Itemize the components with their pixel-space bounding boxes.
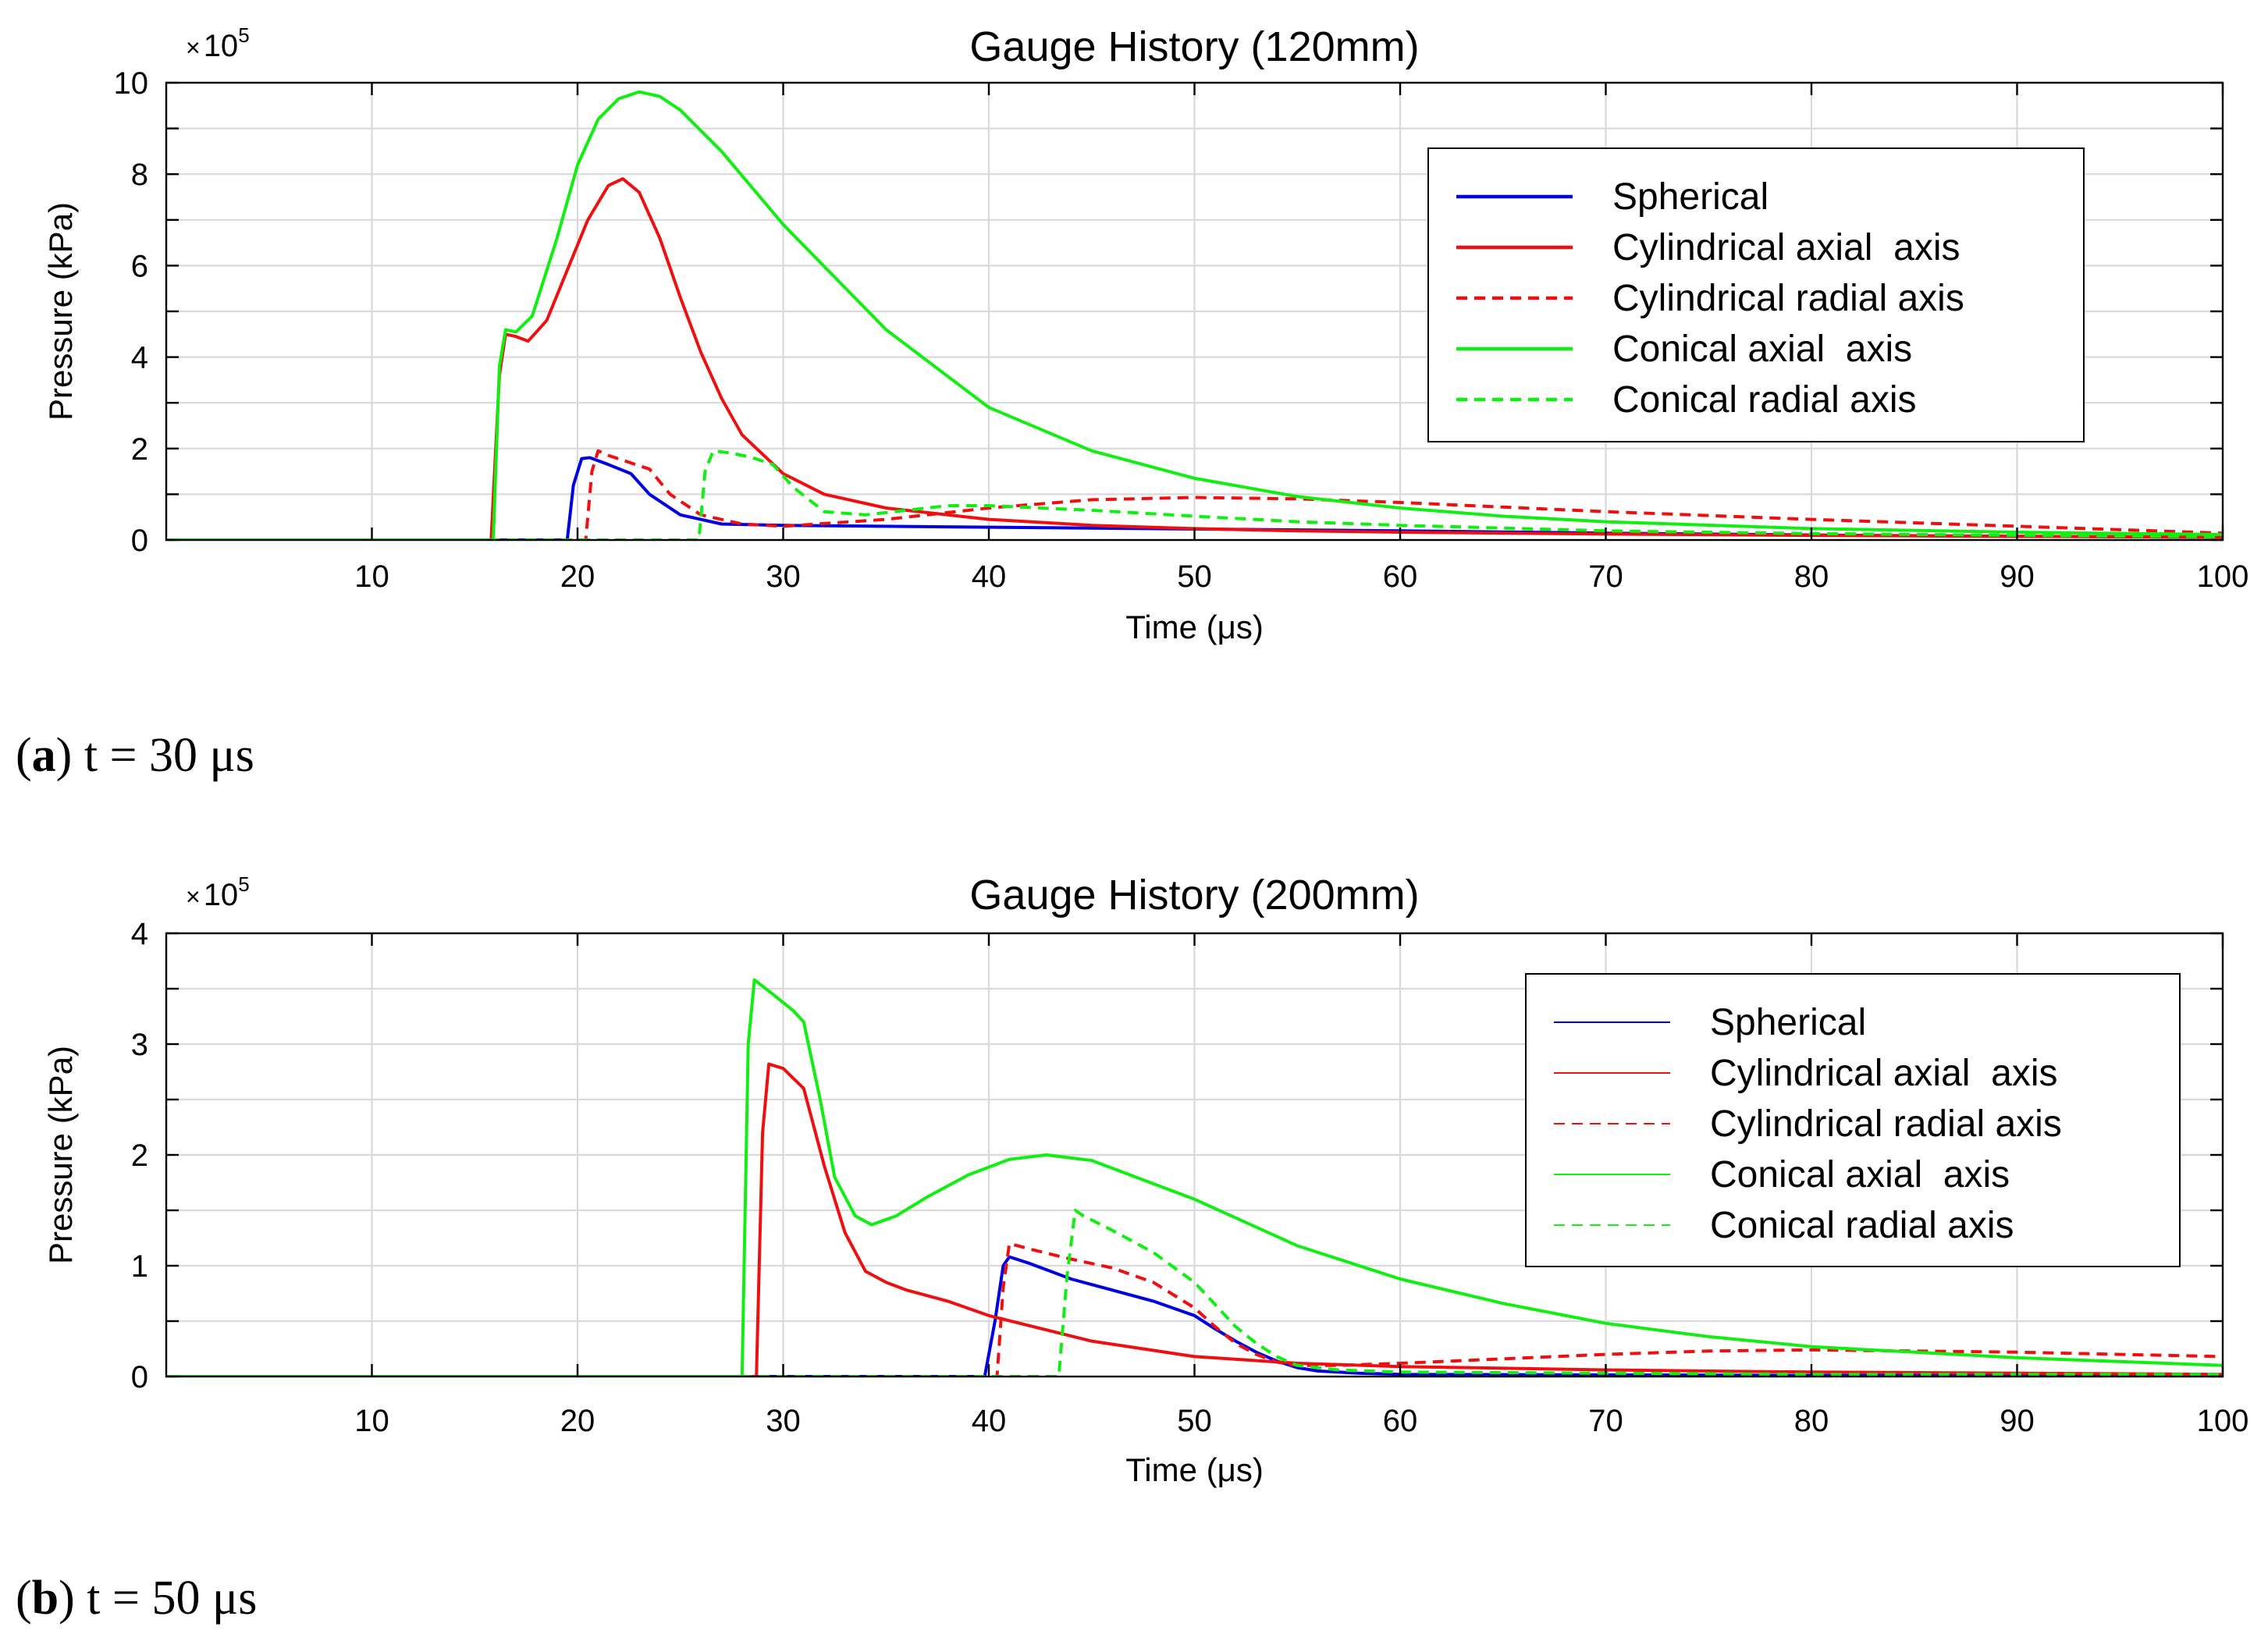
x-tick-label: 60 <box>1383 560 1418 594</box>
y-tick-label: 3 <box>131 1028 148 1062</box>
x-axis-label: Time (μs) <box>1125 1451 1264 1488</box>
y-axis-label: Pressure (kPa) <box>42 1046 79 1264</box>
series-line-4 <box>166 449 2223 540</box>
chart-title: Gauge History (200mm) <box>969 872 1419 918</box>
x-tick-label: 50 <box>1177 1404 1212 1438</box>
y-multiplier: × 105 <box>186 872 250 912</box>
y-tick-label: 6 <box>131 249 148 283</box>
x-tick-label: 20 <box>560 560 595 594</box>
x-tick-label: 80 <box>1794 1404 1829 1438</box>
x-tick-label: 30 <box>766 560 801 594</box>
y-tick-label: 4 <box>131 917 148 951</box>
y-multiplier: × 105 <box>186 23 250 63</box>
ticks: 10 20 30 40 50 60 70 80 90 100 0 2 4 6 8 10 <box>114 66 2249 594</box>
legend-label-4: Conical radial axis <box>1710 1205 2014 1246</box>
caption-text: t = 50 μs <box>87 1572 257 1625</box>
series-line-1 <box>166 1062 2223 1377</box>
y-tick-label: 0 <box>131 1360 148 1394</box>
series-line-3 <box>166 978 2223 1377</box>
x-tick-label: 50 <box>1177 560 1212 594</box>
ticks: 10 20 30 40 50 60 70 80 90 100 0 1 2 3 4 <box>131 917 2249 1438</box>
x-tick-label: 80 <box>1794 560 1829 594</box>
y-tick-label: 2 <box>131 432 148 467</box>
x-tick-label: 90 <box>2000 560 2035 594</box>
x-tick-label: 10 <box>354 1404 389 1438</box>
series-line-2 <box>166 1242 2223 1377</box>
multiplier-exponent: 5 <box>238 872 249 896</box>
x-tick-label: 10 <box>354 560 389 594</box>
y-tick-label: 1 <box>131 1249 148 1284</box>
y-axis-label: Pressure (kPa) <box>42 202 79 421</box>
x-tick-label: 100 <box>2197 560 2249 594</box>
caption-close-paren: ) <box>56 729 84 782</box>
x-tick-label: 90 <box>2000 1404 2035 1438</box>
caption-letter: b <box>32 1572 59 1625</box>
x-tick-label: 100 <box>2197 1404 2249 1438</box>
x-tick-label: 30 <box>766 1404 801 1438</box>
series-line-2 <box>166 449 2223 540</box>
legend-label-4: Conical radial axis <box>1612 379 1917 421</box>
legend-label-0: Spherical <box>1612 176 1769 218</box>
caption-open-paren: ( <box>16 729 32 782</box>
legend-label-2: Cylindrical radial axis <box>1710 1103 2062 1145</box>
legend: Spherical Cylindrical axial axis Cylindric… <box>1427 147 2085 442</box>
caption: (b) t = 50 μs <box>16 1572 257 1625</box>
legend-label-1: Cylindrical axial axis <box>1710 1053 2057 1094</box>
x-tick-label: 20 <box>560 1404 595 1438</box>
y-tick-label: 4 <box>131 341 148 375</box>
x-tick-label: 40 <box>972 560 1007 594</box>
legend-label-3: Conical axial axis <box>1710 1154 2010 1195</box>
series-group <box>166 90 2223 540</box>
series-line-1 <box>166 177 2223 540</box>
x-axis-label: Time (μs) <box>1125 609 1264 645</box>
caption: (a) t = 30 μs <box>16 729 254 782</box>
y-tick-label: 8 <box>131 158 148 192</box>
multiplier-base: 10 <box>204 878 239 912</box>
x-tick-label: 60 <box>1383 1404 1418 1438</box>
legend-label-2: Cylindrical radial axis <box>1612 278 1964 319</box>
legend-label-1: Cylindrical axial axis <box>1612 227 1960 268</box>
caption-close-paren: ) <box>59 1572 87 1625</box>
legend-label-3: Conical axial axis <box>1612 329 1912 370</box>
y-tick-label: 0 <box>131 524 148 558</box>
caption-letter: a <box>32 729 56 782</box>
multiplier-exponent: 5 <box>238 23 249 47</box>
legend-label-0: Spherical <box>1710 1002 1866 1043</box>
x-tick-label: 70 <box>1588 560 1623 594</box>
multiplier-times: × <box>186 883 201 911</box>
chart-title: Gauge History (120mm) <box>969 23 1419 70</box>
caption-text: t = 30 μs <box>84 729 254 782</box>
y-tick-label: 10 <box>114 66 149 101</box>
x-tick-label: 40 <box>972 1404 1007 1438</box>
multiplier-base: 10 <box>204 29 239 63</box>
series-line-3 <box>166 90 2223 540</box>
caption-open-paren: ( <box>16 1572 32 1625</box>
multiplier-times: × <box>186 34 201 62</box>
y-tick-label: 2 <box>131 1139 148 1173</box>
legend: Spherical Cylindrical axial axis Cylindric… <box>1525 973 2181 1267</box>
x-tick-label: 70 <box>1588 1404 1623 1438</box>
